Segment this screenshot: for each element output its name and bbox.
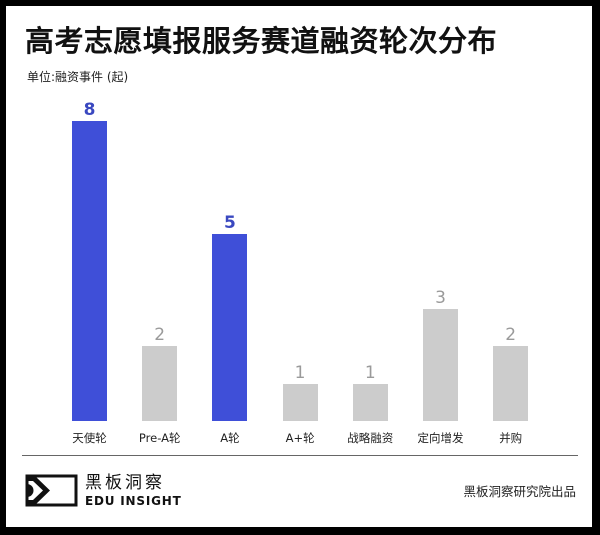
bar (423, 308, 458, 421)
bar-value-label: 1 (364, 362, 376, 383)
bar (72, 121, 107, 421)
bar (142, 346, 178, 421)
x-axis-label: 天使轮 (72, 431, 107, 445)
logo-text-en: EDU INSIGHT (85, 494, 182, 508)
bar-plot: 8 天使轮 2 Pre-A轮 5 A轮 1 A+轮 1 战略融资 3 定向增发 2 并购 (6, 6, 592, 456)
unit-label: 单位:融资事件 (起) (27, 70, 129, 84)
bar (352, 383, 388, 421)
bar (493, 346, 529, 421)
bar-value-label: 3 (435, 287, 446, 308)
x-axis-label: 定向增发 (417, 431, 464, 445)
eye-frame-icon (25, 474, 78, 507)
x-axis-label: A轮 (220, 431, 240, 445)
brand-logo: 黑板洞察 EDU INSIGHT (25, 474, 185, 510)
bar (282, 383, 318, 421)
x-axis-label: Pre-A轮 (138, 431, 181, 445)
x-axis-label: A+轮 (285, 431, 315, 445)
x-axis-label: 并购 (499, 431, 523, 445)
bar-value-label: 5 (223, 212, 236, 233)
bar-value-label: 1 (294, 362, 306, 383)
credit-text: 黑板洞察研究院出品 (463, 484, 576, 499)
bar (212, 233, 248, 421)
bar-value-label: 2 (154, 325, 166, 345)
footer-divider (22, 455, 578, 456)
bar-value-label: 8 (83, 100, 96, 120)
x-axis-label: 战略融资 (347, 431, 394, 445)
bar-value-label: 2 (505, 325, 517, 345)
chart-card: 高考志愿填报服务赛道融资轮次分布 单位:融资事件 (起) 8 天使轮 2 Pre-A轮… (6, 6, 592, 527)
logo-text-cn: 黑板洞察 (85, 473, 165, 493)
chart-title: 高考志愿填报服务赛道融资轮次分布 (25, 24, 498, 58)
